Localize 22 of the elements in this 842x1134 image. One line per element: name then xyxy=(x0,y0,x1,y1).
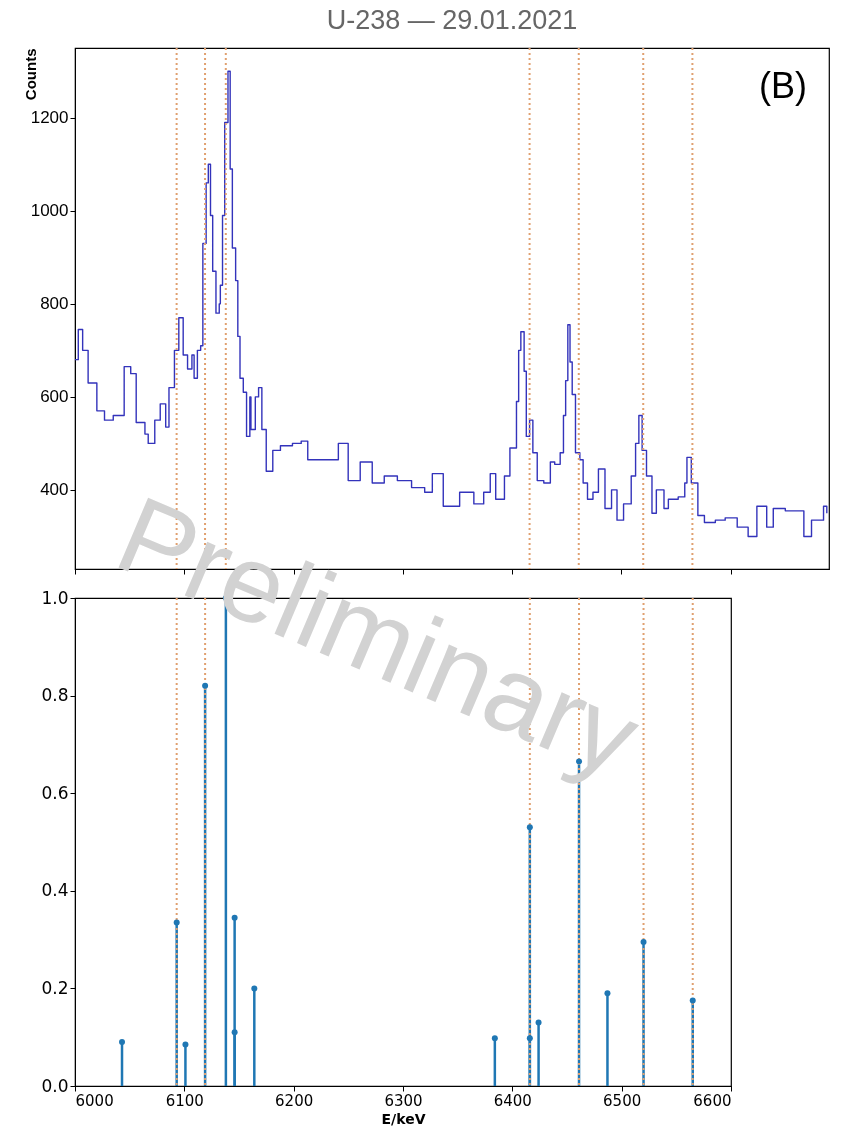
y-tick-label: 0.4 xyxy=(41,880,69,901)
x-tick-label: 6400 xyxy=(493,1091,532,1110)
y-tick-label: 800 xyxy=(40,294,69,314)
y-tick-label: 400 xyxy=(40,480,69,500)
y-tick-label: 0.2 xyxy=(41,977,69,998)
x-tick-label: 6000 xyxy=(75,1091,114,1110)
x-tick-label: 6600 xyxy=(693,1091,732,1110)
annotation: (B) xyxy=(759,65,807,106)
y-tick-label: 1000 xyxy=(30,201,69,221)
y-tick-label: 1200 xyxy=(30,108,69,128)
chart-title: U-238 — 29.01.2021 xyxy=(326,5,578,35)
x-tick-label: 6300 xyxy=(384,1091,423,1110)
y-tick-label: 600 xyxy=(40,387,69,407)
y-tick-label: 0.6 xyxy=(41,782,69,803)
y-tick-label: 0.8 xyxy=(41,685,69,706)
y-tick-label: 1.0 xyxy=(41,587,69,608)
x-axis-title: E/keV xyxy=(381,1110,426,1127)
x-tick-label: 6200 xyxy=(275,1091,314,1110)
y-axis-title: Counts xyxy=(21,48,39,101)
x-tick-label: 6500 xyxy=(603,1091,642,1110)
x-tick-label: 6100 xyxy=(165,1091,204,1110)
y-tick-label: 0.0 xyxy=(41,1075,69,1096)
